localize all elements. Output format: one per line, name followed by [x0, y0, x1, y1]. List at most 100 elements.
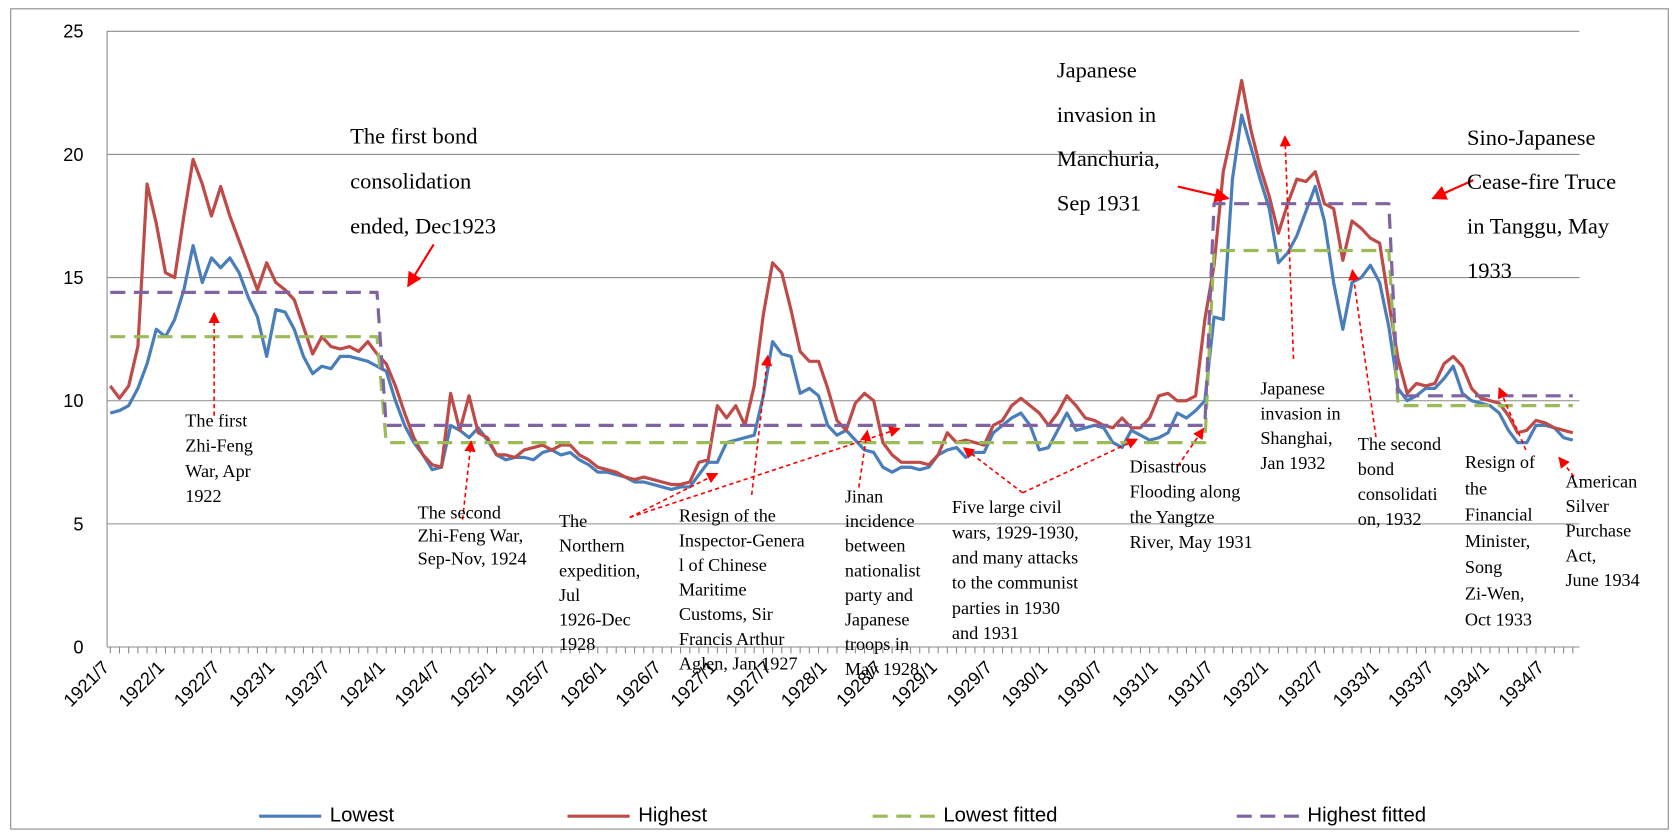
annotation-line: American: [1565, 471, 1637, 491]
annotation-line: on, 1932: [1358, 509, 1422, 529]
y-tick-label: 20: [63, 145, 83, 165]
annotation-line: wars, 1929-1930,: [952, 522, 1079, 542]
annotation-line: Resign of the: [679, 506, 776, 526]
arrow: [962, 447, 1024, 494]
arrow: [1022, 438, 1139, 494]
annotation-line: Financial: [1465, 505, 1533, 525]
annotation-line: June 1934: [1565, 570, 1639, 590]
y-tick-label: 0: [73, 637, 83, 657]
arrow: [629, 472, 719, 519]
y-tick-label: 25: [63, 22, 83, 42]
annotation-line: Customs, Sir: [679, 604, 773, 624]
legend-label: Lowest fitted: [943, 805, 1057, 827]
annotation-line: expedition,: [559, 560, 640, 580]
annotation-line: 1928: [559, 634, 595, 654]
annotation: Resign of the Financial Minister, Song Zi-Wen…: [1465, 452, 1536, 629]
annotation: Jinan incidence between nationalist party an…: [845, 486, 921, 678]
y-tick-label: 5: [73, 514, 83, 534]
arrow: [407, 243, 435, 288]
annotation-line: The second: [418, 503, 501, 523]
annotation-line: to the communist: [952, 573, 1078, 593]
annotation: The first Zhi-Feng War, Apr 1922: [185, 410, 253, 505]
arrow: [1558, 456, 1575, 478]
arrow: [750, 354, 773, 496]
annotation-line: Resign of: [1465, 452, 1536, 472]
annotation-line: Song: [1465, 557, 1502, 577]
annotation-line: Five large civil: [952, 497, 1062, 517]
annotation-line: Japanese: [1260, 378, 1325, 398]
grid: [107, 30, 1580, 654]
arrow: [1177, 427, 1205, 467]
annotation: Resign of the Inspector-Genera l of Chines…: [679, 506, 805, 674]
annotation-line: l of Chinese: [679, 555, 767, 575]
annotation-line: Manchuria,: [1057, 146, 1160, 171]
annotation-line: and 1931: [952, 623, 1019, 643]
annotation-line: invasion in: [1057, 102, 1156, 127]
annotation-line: May 1928: [845, 659, 919, 679]
arrow: [1431, 179, 1474, 200]
annotation-line: Minister,: [1465, 531, 1530, 551]
annotation-line: Shanghai,: [1260, 428, 1332, 448]
annotation-line: Oct 1933: [1465, 610, 1532, 630]
annotation-line: Sep 1931: [1057, 191, 1141, 216]
arrow: [461, 440, 476, 520]
annotation: Disastrous Flooding along the Yangtze River…: [1130, 456, 1253, 551]
annotation-line: Act,: [1565, 545, 1596, 565]
annotation: Japanese invasion in Manchuria, Sep 1931: [1057, 57, 1160, 215]
annotation-line: Zhi-Feng War,: [418, 526, 524, 546]
annotation-line: Francis Arthur: [679, 629, 785, 649]
annotation-line: 1922: [185, 486, 221, 506]
legend-label: Highest: [638, 805, 707, 827]
annotation-line: River, May 1931: [1130, 532, 1253, 552]
annotation: Japanese invasion in Shanghai, Jan 1932: [1260, 378, 1340, 473]
series-group: [109, 78, 1574, 491]
annotation-line: Silver: [1565, 496, 1608, 516]
annotation-line: Jan 1932: [1260, 453, 1325, 473]
annotation-line: nationalist: [845, 560, 921, 580]
annotation: The Northern expedition, Jul 1926-Dec 1928: [559, 511, 640, 654]
chart-frame: [10, 8, 1669, 830]
annotation-line: in Tanggu, May: [1467, 214, 1610, 239]
annotation-line: Sep-Nov, 1924: [418, 549, 527, 569]
annotation-line: consolidation: [350, 169, 471, 194]
annotation-line: Japanese: [1057, 57, 1137, 82]
annotation-line: and many attacks: [952, 547, 1078, 567]
legend-label: Highest fitted: [1307, 805, 1426, 827]
annotation: Sino-Japanese Cease-fire Truce in Tanggu, …: [1467, 125, 1616, 283]
annotation: The second bond consolidati on, 1932: [1358, 434, 1441, 529]
annotation-line: War, Apr: [185, 461, 250, 481]
arrow: [1177, 185, 1230, 203]
annotation: The first bond consolidation ended, Dec192…: [350, 124, 496, 239]
annotation-line: incidence: [845, 511, 915, 531]
axes: [106, 31, 1580, 648]
annotation-line: 1926-Dec: [559, 610, 631, 630]
arrow: [629, 426, 901, 519]
annotation-line: Maritime: [679, 580, 747, 600]
annotation-line: the Yangtze: [1130, 507, 1215, 527]
annotation-line: Cease-fire Truce: [1467, 169, 1616, 194]
annotation-arrows: [208, 135, 1575, 520]
annotation-line: 1933: [1467, 258, 1512, 283]
annotation: American Silver Purchase Act, June 1934: [1565, 471, 1639, 590]
annotation-line: Zhi-Feng: [185, 436, 253, 456]
annotation-line: Japanese: [845, 610, 910, 630]
annotation-line: Disastrous: [1130, 456, 1207, 476]
annotation-line: bond: [1358, 459, 1394, 479]
annotation-line: consolidati: [1358, 484, 1438, 504]
series-line: [110, 202, 1573, 427]
annotation-line: parties in 1930: [952, 598, 1060, 618]
annotation: Five large civil wars, 1929-1930, and many…: [952, 497, 1079, 643]
annotation-line: troops in: [845, 634, 909, 654]
annotation-line: Zi-Wen,: [1465, 583, 1525, 603]
arrow: [1348, 268, 1377, 438]
annotation: The second Zhi-Feng War, Sep-Nov, 1924: [418, 503, 527, 569]
annotation-line: Jinan: [845, 486, 883, 506]
arrow: [857, 429, 872, 488]
annotation-line: Purchase: [1565, 521, 1631, 541]
y-tick-label: 10: [63, 391, 83, 411]
annotation-line: between: [845, 536, 906, 556]
annotation-line: The first: [185, 410, 247, 430]
annotation-line: ended, Dec1923: [350, 214, 496, 239]
